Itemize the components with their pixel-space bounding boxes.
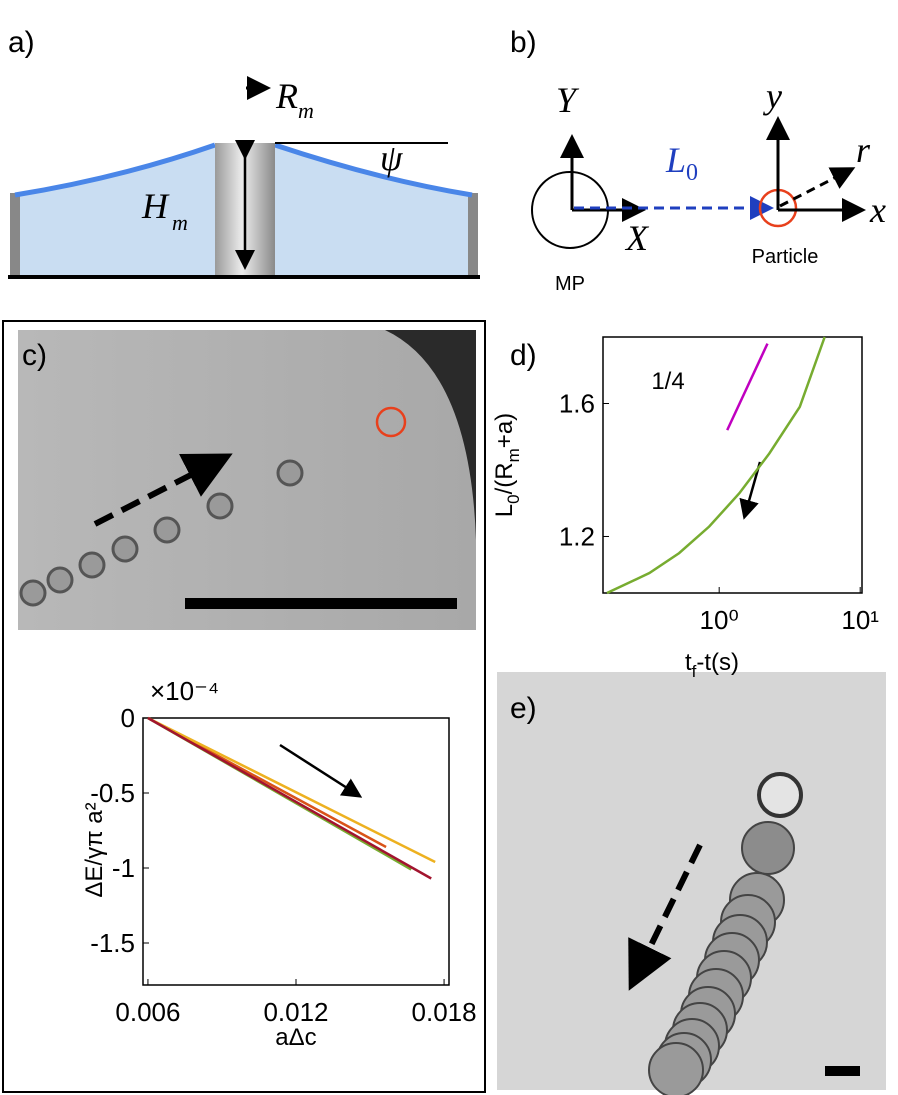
radial-arrow <box>780 170 850 206</box>
y-tick-label: 1.6 <box>559 388 595 418</box>
x-tick-label: 10¹ <box>841 605 879 635</box>
particle <box>48 568 72 592</box>
x-tick-label: 0.006 <box>115 997 180 1027</box>
text: /(R <box>491 462 518 494</box>
multiplier: ×10⁻⁴ <box>150 676 219 706</box>
text: +a) <box>491 413 518 448</box>
main: R <box>275 76 298 116</box>
axis-label: L0/(Rm+a) <box>491 413 523 517</box>
text: ΔE/γπ a² <box>81 802 108 897</box>
liquid <box>275 145 472 275</box>
text: aΔc <box>275 1024 316 1051</box>
sub: m <box>172 210 188 235</box>
particle <box>278 461 302 485</box>
axis-label: aΔc <box>275 1024 316 1051</box>
particle <box>113 537 137 561</box>
sub: 0 <box>686 160 698 186</box>
trend-arrow <box>280 745 358 795</box>
y-tick-label: 1.2 <box>559 521 595 551</box>
axis-label: x <box>869 190 886 230</box>
figure: a) Rm Hm ψ b) Y X L0 y x r MP Particle c… <box>0 0 898 1095</box>
x-tick-label: 0.018 <box>412 997 477 1027</box>
particle <box>21 581 45 605</box>
angle-label: ψ <box>380 138 403 178</box>
particle <box>155 518 179 542</box>
sub: m <box>298 98 314 123</box>
plot-frame <box>143 718 449 985</box>
annotation: 1/4 <box>651 368 684 395</box>
subscript: m <box>504 448 523 462</box>
radius-label: Rm <box>275 76 314 123</box>
data-line <box>727 344 767 430</box>
y-tick-label: -1.5 <box>90 928 135 958</box>
mp-label: MP <box>555 273 585 295</box>
particle <box>208 494 232 518</box>
particle-label: Particle <box>752 246 819 268</box>
y-tick-label: -1 <box>112 853 135 883</box>
particle <box>649 1043 703 1095</box>
axis-label: y <box>763 76 782 116</box>
plot-frame <box>603 337 862 593</box>
scale-bar <box>185 598 457 609</box>
data-line <box>607 337 825 593</box>
axis-label: Y <box>556 80 580 120</box>
scale-bar <box>825 1066 860 1076</box>
page: a) Rm Hm ψ b) Y X L0 y x r MP Particle c… <box>0 0 898 1095</box>
micrograph <box>18 330 476 630</box>
main: H <box>141 186 170 226</box>
x-tick-label: 0.012 <box>263 997 328 1027</box>
panel-label: b) <box>510 26 537 59</box>
main: L <box>665 140 686 180</box>
panel-label: c) <box>22 339 47 372</box>
x-tick-label: 10⁰ <box>700 605 739 635</box>
panel-label: e) <box>510 692 537 725</box>
particle <box>80 553 104 577</box>
panel-label: a) <box>8 26 35 59</box>
distance-label: L0 <box>665 140 698 186</box>
subscript: 0 <box>504 494 523 503</box>
particle <box>742 822 794 874</box>
wall <box>468 193 478 275</box>
data-line <box>148 718 435 862</box>
axis-label: X <box>624 218 650 258</box>
axis-label: ΔE/γπ a² <box>81 802 108 897</box>
y-tick-label: 0 <box>121 703 135 733</box>
text: -t(s) <box>696 649 739 676</box>
panel-label: d) <box>510 339 537 372</box>
axis-label: r <box>856 130 871 170</box>
data-line <box>148 718 431 879</box>
text: L <box>491 504 518 517</box>
particle <box>759 774 801 816</box>
wall <box>10 193 20 275</box>
